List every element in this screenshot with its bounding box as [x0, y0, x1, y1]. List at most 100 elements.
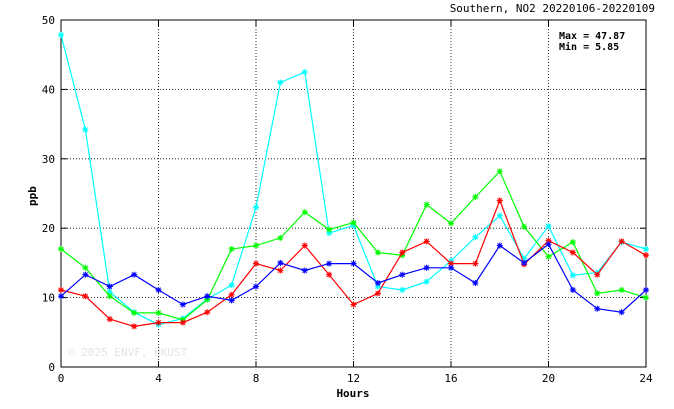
data-point	[545, 223, 552, 230]
data-point	[594, 305, 601, 312]
data-point	[326, 260, 333, 267]
data-point	[448, 220, 454, 227]
y-axis-label: ppb	[26, 186, 39, 206]
data-point	[179, 301, 186, 308]
x-tick-label: 0	[58, 372, 65, 385]
data-point	[155, 319, 162, 326]
data-point	[569, 239, 576, 246]
data-point	[82, 126, 89, 133]
data-point	[350, 301, 357, 308]
data-point	[326, 226, 333, 233]
data-point	[423, 264, 430, 271]
x-tick-label: 16	[444, 372, 457, 385]
data-point	[58, 31, 64, 38]
x-tick-label: 8	[253, 372, 260, 385]
data-point	[423, 278, 430, 285]
data-point	[131, 309, 138, 316]
data-point	[253, 260, 259, 267]
data-point	[374, 280, 381, 287]
data-point	[423, 201, 430, 208]
data-point	[106, 283, 113, 290]
data-point	[228, 291, 235, 298]
y-tick-label: 40	[42, 83, 55, 96]
data-point	[228, 297, 235, 304]
data-point	[472, 193, 479, 200]
y-tick-label: 20	[42, 222, 55, 235]
data-point	[618, 309, 625, 316]
data-point	[277, 234, 284, 241]
data-point	[82, 293, 89, 300]
data-point	[350, 219, 357, 226]
data-point	[301, 209, 308, 216]
data-point	[58, 293, 64, 300]
data-point	[204, 309, 211, 316]
data-series	[58, 31, 649, 330]
data-point	[618, 286, 625, 293]
data-point	[423, 238, 430, 245]
tick-marks	[60, 19, 647, 368]
data-point	[496, 168, 503, 175]
data-point	[106, 316, 113, 323]
data-point	[496, 212, 503, 219]
data-point	[82, 264, 89, 271]
x-tick-label: 4	[155, 372, 162, 385]
data-point	[204, 293, 211, 300]
min-stat: Min = 5.85	[559, 41, 619, 53]
data-point	[594, 290, 601, 297]
data-point	[569, 272, 576, 279]
data-point	[228, 246, 235, 253]
data-point	[399, 249, 406, 256]
data-point	[472, 280, 479, 287]
data-point	[82, 271, 89, 278]
data-point	[399, 271, 406, 278]
y-tick-label: 50	[42, 14, 55, 27]
series-1	[58, 168, 649, 323]
data-point	[179, 319, 186, 326]
y-tick-label: 30	[42, 153, 55, 166]
data-point	[106, 293, 113, 300]
max-stat: Max = 47.87	[559, 31, 625, 42]
data-point	[496, 197, 503, 204]
x-tick-labels: 0 4 8 12 16 20 24	[58, 372, 653, 385]
x-axis-label: Hours	[336, 387, 369, 400]
data-point	[496, 242, 503, 249]
x-tick-label: 20	[542, 372, 555, 385]
data-point	[399, 286, 406, 293]
data-point	[472, 260, 479, 267]
y-tick-label: 0	[48, 361, 55, 374]
copyright-watermark: © 2025 ENVF, HKUST	[68, 346, 188, 359]
data-point	[253, 242, 259, 249]
data-point	[277, 79, 284, 86]
data-point	[277, 267, 284, 274]
data-point	[521, 223, 528, 230]
data-point	[545, 253, 552, 260]
data-point	[569, 249, 576, 256]
data-point	[58, 246, 64, 253]
data-point	[448, 264, 454, 271]
data-point	[521, 259, 528, 266]
data-point	[472, 234, 479, 241]
y-tick-label: 10	[42, 292, 55, 305]
series-3	[58, 241, 649, 316]
data-point	[131, 323, 138, 330]
data-point	[253, 283, 259, 290]
y-tick-labels: 0 10 20 30 40 50	[42, 14, 55, 374]
x-tick-label: 12	[347, 372, 360, 385]
data-point	[326, 271, 333, 278]
data-point	[253, 204, 259, 211]
data-point	[643, 252, 649, 259]
chart-title: Southern, NO2 20220106-20220109	[450, 2, 655, 15]
data-point	[374, 290, 381, 297]
data-point	[643, 294, 649, 301]
data-point	[374, 249, 381, 256]
data-point	[228, 282, 235, 289]
data-point	[301, 69, 308, 76]
data-point	[545, 241, 552, 248]
data-point	[58, 286, 64, 293]
data-point	[301, 242, 308, 249]
data-point	[155, 286, 162, 293]
data-point	[131, 271, 138, 278]
data-point	[643, 286, 649, 293]
x-tick-label: 24	[639, 372, 653, 385]
